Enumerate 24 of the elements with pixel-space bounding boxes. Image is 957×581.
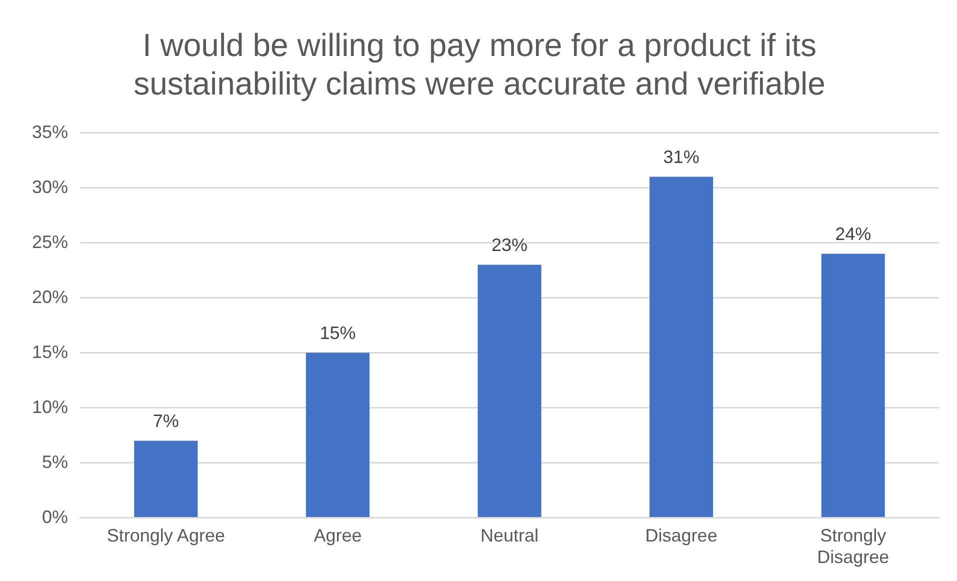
x-tick-label: Agree	[314, 526, 362, 546]
x-tick-label: Strongly Disagree	[817, 526, 890, 568]
data-label: 24%	[835, 224, 872, 244]
bar	[134, 440, 198, 518]
bar	[478, 264, 542, 518]
bar	[650, 176, 714, 518]
x-tick-label: Neutral	[480, 526, 539, 546]
bar	[306, 352, 370, 518]
y-tick-label: 5%	[42, 452, 68, 472]
y-tick-label: 30%	[32, 176, 68, 197]
data-label: 7%	[152, 410, 179, 431]
data-label: 15%	[320, 322, 356, 343]
y-tick-label: 10%	[32, 396, 68, 417]
x-tick-label: Strongly Agree	[106, 526, 225, 546]
data-label: 23%	[492, 234, 528, 255]
y-tick-label: 15%	[32, 342, 68, 362]
x-tick-label: Disagree	[645, 526, 718, 546]
data-label: 31%	[663, 146, 700, 167]
y-tick-label: 25%	[32, 232, 68, 252]
y-tick-label: 35%	[32, 122, 68, 142]
y-tick-label: 20%	[32, 286, 68, 307]
bar	[821, 254, 885, 518]
chart-title: I would be willing to pay more for a product if its sustainability claims were accurate and verifiable	[134, 27, 826, 102]
y-tick-label: 0%	[42, 506, 68, 527]
